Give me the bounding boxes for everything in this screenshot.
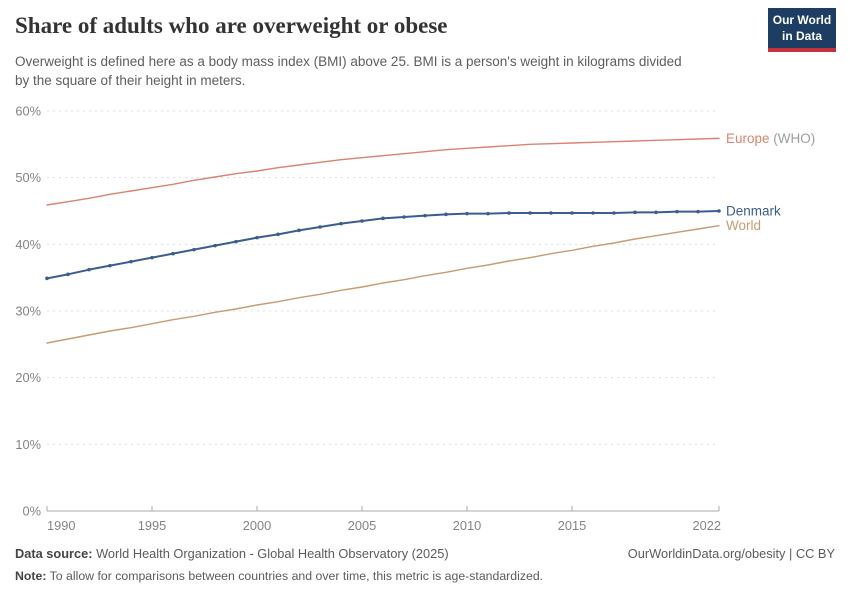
marker-denmark [423, 213, 427, 218]
y-axis-tick-label: 10% [15, 437, 41, 452]
logo-text-line-1: Our World [772, 13, 832, 27]
marker-denmark [150, 255, 154, 260]
y-axis-tick-label: 40% [15, 237, 41, 252]
y-axis-tick-label: 60% [15, 104, 41, 119]
data-source-line: Data source: World Health Organization -… [15, 546, 449, 561]
series-label-europe[interactable]: Europe (WHO) [726, 131, 815, 146]
line-world[interactable] [46, 224, 720, 344]
x-axis-tick-label: 2000 [243, 518, 271, 533]
marker-denmark [192, 247, 196, 252]
marker-denmark [549, 211, 553, 215]
note-label: Note: [15, 569, 47, 583]
series-label-world[interactable]: World [726, 218, 761, 233]
marker-denmark [675, 209, 679, 214]
marker-denmark [297, 228, 301, 233]
x-axis-tick-label: 2015 [558, 518, 586, 533]
marker-denmark [717, 209, 721, 213]
marker-denmark [276, 232, 280, 237]
x-axis-tick-label: 1995 [138, 518, 166, 533]
marker-denmark [66, 272, 70, 277]
marker-denmark [654, 210, 658, 215]
marker-denmark [171, 251, 175, 256]
y-axis-tick-label: 0% [23, 504, 42, 519]
data-source-text: World Health Organization - Global Healt… [92, 546, 449, 561]
marker-denmark [465, 211, 469, 216]
x-axis-tick-label: 2010 [453, 518, 481, 533]
marker-denmark [612, 211, 616, 215]
marker-denmark [213, 243, 217, 248]
marker-denmark [360, 219, 364, 223]
marker-denmark [528, 211, 532, 215]
note-line: Note: To allow for comparisons between c… [15, 569, 543, 583]
marker-denmark [45, 276, 49, 281]
marker-denmark [696, 209, 700, 214]
attribution-link[interactable]: OurWorldinData.org/obesity | CC BY [627, 546, 835, 561]
x-axis-tick-label: 1990 [47, 518, 75, 533]
marker-denmark [129, 259, 133, 264]
marker-denmark [318, 225, 322, 229]
marker-denmark [402, 215, 406, 219]
chart-title: Share of adults who are overweight or ob… [15, 13, 448, 38]
marker-denmark [87, 267, 91, 272]
chart-subtitle: Overweight is defined here as a body mas… [15, 52, 682, 90]
marker-denmark [633, 210, 637, 215]
data-source-label: Data source: [15, 546, 93, 561]
y-axis-tick-label: 20% [15, 370, 41, 385]
owid-logo[interactable]: Our World in Data [768, 8, 836, 53]
logo-text-line-2: in Data [781, 28, 822, 43]
marker-denmark [444, 212, 448, 217]
marker-denmark [591, 211, 595, 215]
y-axis-tick-label: 50% [15, 170, 41, 185]
marker-denmark [570, 211, 574, 215]
subtitle-line-1: Overweight is defined here as a body mas… [15, 54, 682, 69]
marker-denmark [507, 211, 511, 215]
line-chart-canvas: 0% 10% 20% 30% 40% 50% 60% 1990 1995 2000 2005 2010… [15, 104, 815, 534]
subtitle-line-2: by the square of their height in meters. [15, 73, 246, 89]
series-label-denmark[interactable]: Denmark [726, 204, 781, 219]
line-europe[interactable] [46, 137, 720, 206]
x-axis-tick-label: 2005 [348, 518, 376, 533]
marker-denmark [255, 235, 259, 240]
marker-denmark [234, 239, 238, 244]
y-axis-tick-label: 30% [15, 304, 41, 319]
x-axis-tick-label: 2022 [693, 518, 721, 533]
marker-denmark [381, 216, 385, 221]
marker-denmark [108, 263, 112, 268]
marker-denmark [486, 211, 490, 216]
marker-denmark [339, 221, 343, 226]
note-text: To allow for comparisons between countri… [46, 569, 544, 583]
